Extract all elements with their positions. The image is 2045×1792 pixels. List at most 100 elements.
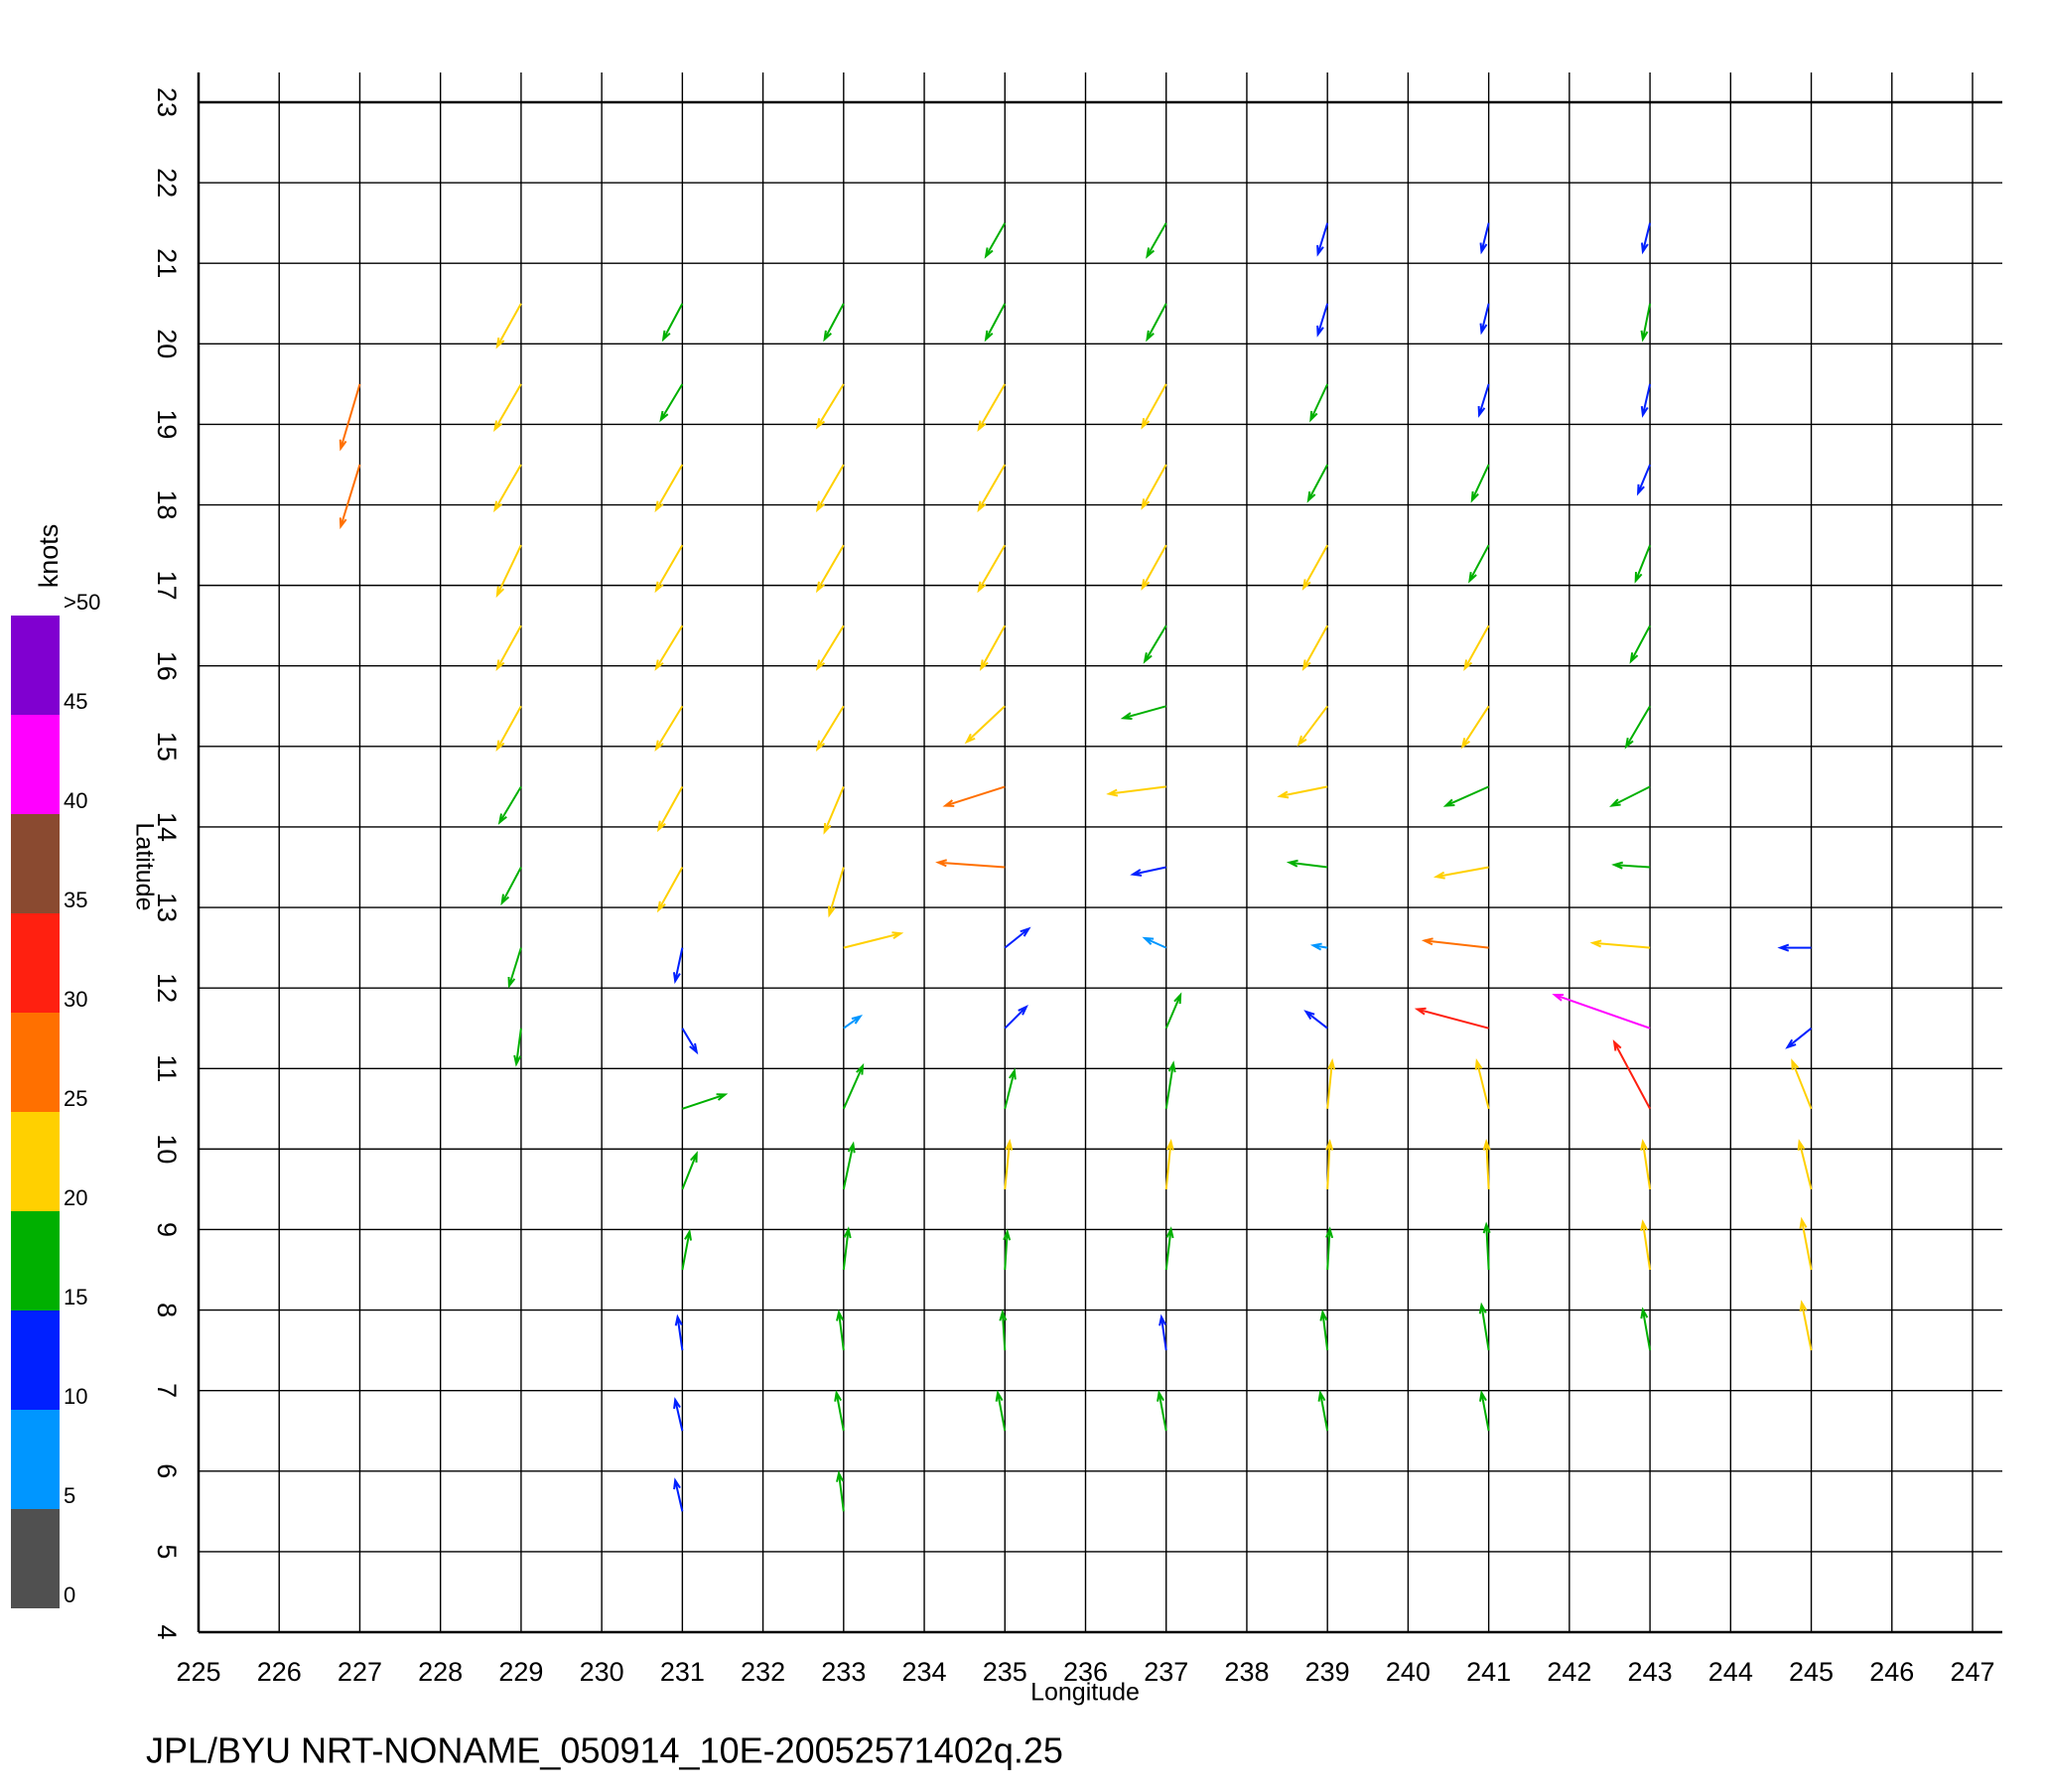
- colorbar-band: [11, 1211, 60, 1310]
- wind-vector: [339, 464, 361, 530]
- wind-vector: [1479, 222, 1490, 255]
- wind-vector: [1296, 705, 1328, 748]
- wind-vector: [493, 383, 522, 433]
- y-tick-label: 9: [152, 1222, 182, 1237]
- x-tick-label: 244: [1708, 1657, 1753, 1687]
- x-tick-label: 242: [1547, 1657, 1591, 1687]
- wind-vector: [1120, 705, 1166, 720]
- wind-vector: [1164, 1226, 1174, 1271]
- wind-vector: [681, 1228, 692, 1271]
- wind-vector: [1609, 785, 1651, 807]
- wind-vector: [656, 867, 684, 913]
- wind-vector: [842, 1141, 856, 1190]
- colorbar-tick-label: 45: [64, 689, 87, 714]
- x-tick-label: 236: [1063, 1657, 1108, 1687]
- x-tick-label: 245: [1789, 1657, 1834, 1687]
- wind-vector: [1442, 785, 1490, 807]
- footer: JPL/BYU NRT-NONAME_050914_10E-2005257140…: [146, 1730, 1063, 1771]
- x-tick-label: 243: [1628, 1657, 1673, 1687]
- wind-vector: [500, 867, 522, 906]
- y-axis-label: Latitude: [130, 823, 158, 911]
- x-tick-label: 228: [418, 1657, 463, 1687]
- colorbar-tick-label: >50: [64, 590, 100, 615]
- y-tick-label: 5: [152, 1544, 182, 1559]
- colorbar-tick-label: 30: [64, 987, 87, 1012]
- wind-vector: [979, 624, 1007, 671]
- wind-vector: [942, 785, 1006, 807]
- wind-vector: [1146, 222, 1167, 259]
- wind-vector: [815, 624, 845, 671]
- wind-vector: [1141, 464, 1167, 510]
- wind-vector: [1478, 1302, 1490, 1351]
- y-tick-label: 17: [152, 571, 182, 601]
- y-tick-label: 15: [152, 732, 182, 761]
- wind-vector: [1777, 943, 1812, 952]
- colorbar-tick-label: 40: [64, 788, 87, 813]
- wind-vector: [1142, 936, 1167, 949]
- y-tick-label: 19: [152, 409, 182, 439]
- y-tick-label: 8: [152, 1303, 182, 1317]
- wind-vector: [1309, 942, 1328, 951]
- x-tick-label: 231: [660, 1657, 705, 1687]
- wind-vector: [836, 1470, 845, 1512]
- colorbar-label: knots: [34, 524, 64, 589]
- wind-vector: [672, 947, 684, 985]
- x-tick-label: 241: [1466, 1657, 1511, 1687]
- wind-vector: [1460, 705, 1490, 750]
- y-tick-label: 7: [152, 1383, 182, 1398]
- wind-vector: [1612, 1039, 1651, 1110]
- wind-vector: [513, 1028, 522, 1067]
- wind-vector: [1325, 1226, 1334, 1271]
- wind-vector: [843, 931, 904, 949]
- wind-vector: [1479, 303, 1490, 336]
- wind-vector: [1463, 624, 1490, 671]
- wind-vector: [495, 705, 522, 753]
- wind-vector: [984, 222, 1007, 259]
- wind-vector: [815, 464, 845, 513]
- wind-vector: [1421, 937, 1489, 949]
- wind-vector: [1799, 1216, 1813, 1271]
- wind-vector: [1106, 785, 1166, 797]
- wind-vector: [827, 867, 845, 918]
- colorbar-tick-label: 20: [64, 1185, 87, 1210]
- wind-vector: [1470, 464, 1490, 503]
- wind-vector: [1624, 705, 1651, 750]
- wind-vector: [1326, 1057, 1336, 1109]
- y-tick-label: 20: [152, 329, 182, 358]
- wind-vector: [842, 1226, 852, 1271]
- x-tick-label: 238: [1224, 1657, 1269, 1687]
- wind-vector: [654, 544, 684, 594]
- wind-vector: [843, 1015, 864, 1030]
- wind-vector: [1640, 1219, 1652, 1271]
- wind-vector: [495, 544, 522, 599]
- wind-vector: [977, 544, 1007, 594]
- wind-vector: [1589, 939, 1651, 949]
- colorbar-tick-label: 0: [64, 1583, 75, 1607]
- wind-vector: [674, 1313, 684, 1351]
- wind-vector: [1636, 464, 1652, 496]
- wind-vector: [1004, 1005, 1028, 1030]
- y-tick-label: 22: [152, 168, 182, 198]
- wind-vector: [681, 1028, 699, 1055]
- wind-vector: [1797, 1139, 1813, 1190]
- wind-vector: [1799, 1300, 1813, 1351]
- wind-vector: [661, 303, 684, 343]
- y-tick-label: 13: [152, 893, 182, 922]
- wind-vector: [1791, 1058, 1813, 1110]
- wind-vector: [1286, 859, 1328, 869]
- wind-vector: [1277, 785, 1328, 799]
- wind-vector: [999, 1309, 1008, 1351]
- wind-vector: [1004, 1138, 1014, 1190]
- y-tick-label: 10: [152, 1134, 182, 1164]
- x-tick-label: 239: [1305, 1657, 1350, 1687]
- colorbar-tick-label: 5: [64, 1483, 75, 1508]
- x-tick-label: 232: [741, 1657, 785, 1687]
- y-tick-label: 11: [152, 1054, 182, 1082]
- wind-vector: [1309, 383, 1329, 423]
- colorbar-band: [11, 616, 60, 715]
- wind-vector: [1157, 1389, 1167, 1432]
- wind-vector: [1640, 383, 1652, 418]
- wind-vector: [1164, 1138, 1174, 1190]
- colorbar-tick-label: 15: [64, 1285, 87, 1310]
- wind-vector: [497, 785, 522, 825]
